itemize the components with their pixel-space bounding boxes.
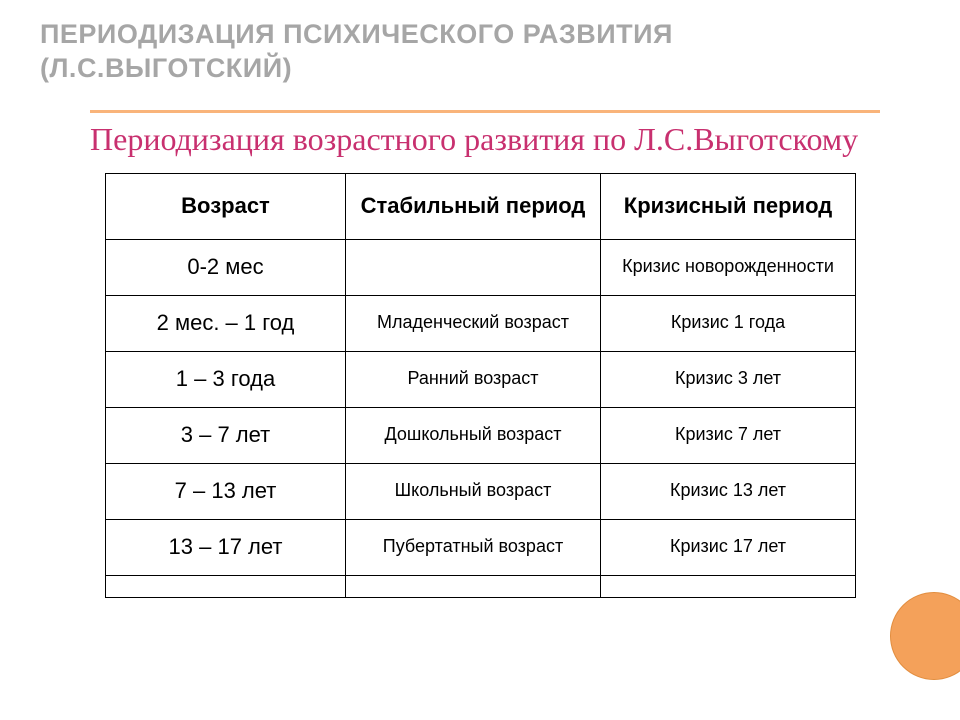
cell-stable: Ранний возраст (346, 351, 601, 407)
cell-stable: Школьный возраст (346, 463, 601, 519)
content-block: Периодизация возрастного развития по Л.С… (90, 110, 880, 598)
cell-stable: Пубертатный возраст (346, 519, 601, 575)
cell-age: 2 мес. – 1 год (106, 295, 346, 351)
cell-empty (601, 575, 856, 597)
col-stable: Стабильный период (346, 173, 601, 239)
cell-age: 3 – 7 лет (106, 407, 346, 463)
cell-crisis: Кризис 3 лет (601, 351, 856, 407)
cell-age: 7 – 13 лет (106, 463, 346, 519)
cell-age: 13 – 17 лет (106, 519, 346, 575)
col-age: Возраст (106, 173, 346, 239)
periodization-table: Возраст Стабильный период Кризисный пери… (105, 173, 856, 598)
cell-crisis: Кризис 13 лет (601, 463, 856, 519)
table-row: 2 мес. – 1 год Младенческий возраст Криз… (106, 295, 856, 351)
cell-age: 0-2 мес (106, 239, 346, 295)
cell-crisis: Кризис 7 лет (601, 407, 856, 463)
table-row: 13 – 17 лет Пубертатный возраст Кризис 1… (106, 519, 856, 575)
section-title: Периодизация возрастного развития по Л.С… (90, 119, 880, 159)
table-row-empty (106, 575, 856, 597)
cell-empty (346, 575, 601, 597)
table-row: 0-2 мес Кризис новорожденности (106, 239, 856, 295)
cell-stable (346, 239, 601, 295)
cell-age: 1 – 3 года (106, 351, 346, 407)
cell-empty (106, 575, 346, 597)
slide: ПЕРИОДИЗАЦИЯ ПСИХИЧЕСКОГО РАЗВИТИЯ (Л.С.… (0, 0, 960, 720)
decorative-circle (890, 592, 960, 680)
cell-crisis: Кризис новорожденности (601, 239, 856, 295)
table-row: 7 – 13 лет Школьный возраст Кризис 13 ле… (106, 463, 856, 519)
cell-stable: Младенческий возраст (346, 295, 601, 351)
accent-rule (90, 110, 880, 113)
table-row: 1 – 3 года Ранний возраст Кризис 3 лет (106, 351, 856, 407)
cell-crisis: Кризис 17 лет (601, 519, 856, 575)
table-header-row: Возраст Стабильный период Кризисный пери… (106, 173, 856, 239)
col-crisis: Кризисный период (601, 173, 856, 239)
cell-crisis: Кризис 1 года (601, 295, 856, 351)
table-row: 3 – 7 лет Дошкольный возраст Кризис 7 ле… (106, 407, 856, 463)
slide-title: ПЕРИОДИЗАЦИЯ ПСИХИЧЕСКОГО РАЗВИТИЯ (Л.С.… (40, 18, 920, 86)
cell-stable: Дошкольный возраст (346, 407, 601, 463)
